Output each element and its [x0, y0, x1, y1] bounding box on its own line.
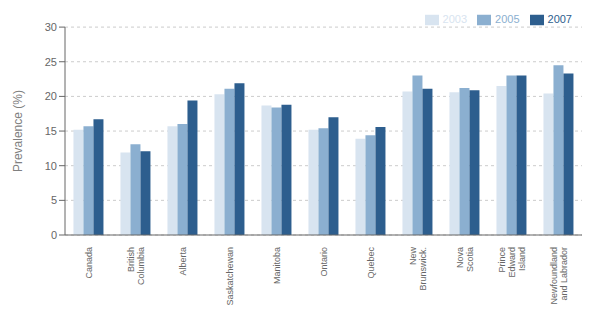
svg-text:Quebec: Quebec — [366, 247, 376, 279]
svg-text:NewBrunswick.: NewBrunswick. — [408, 247, 428, 291]
svg-text:Prevalence (%): Prevalence (%) — [11, 90, 25, 172]
svg-text:Canada: Canada — [84, 247, 94, 279]
svg-text:PrinceEdwardIsland: PrinceEdwardIsland — [497, 247, 527, 278]
svg-text:BritishColumbia: BritishColumbia — [126, 247, 146, 285]
html-text:2007: 2007 — [547, 13, 572, 25]
svg-text:15: 15 — [45, 125, 57, 137]
html-text:2003: 2003 — [442, 13, 467, 25]
svg-text:0: 0 — [51, 229, 57, 241]
html-text:2005: 2005 — [495, 13, 520, 25]
svg-text:NovaScotia: NovaScotia — [455, 247, 475, 272]
svg-text:Newfoundlandand Labrador: Newfoundlandand Labrador — [549, 247, 569, 305]
svg-text:20: 20 — [45, 90, 57, 102]
svg-text:25: 25 — [45, 56, 57, 68]
svg-text:10: 10 — [45, 160, 57, 172]
svg-text:Manitoba: Manitoba — [272, 247, 282, 284]
svg-text:Saskatchewan: Saskatchewan — [225, 247, 235, 306]
svg-text:Ontario: Ontario — [319, 247, 329, 277]
svg-text:Alberta: Alberta — [178, 247, 188, 276]
svg-text:30: 30 — [45, 21, 57, 33]
svg-text:5: 5 — [51, 194, 57, 206]
